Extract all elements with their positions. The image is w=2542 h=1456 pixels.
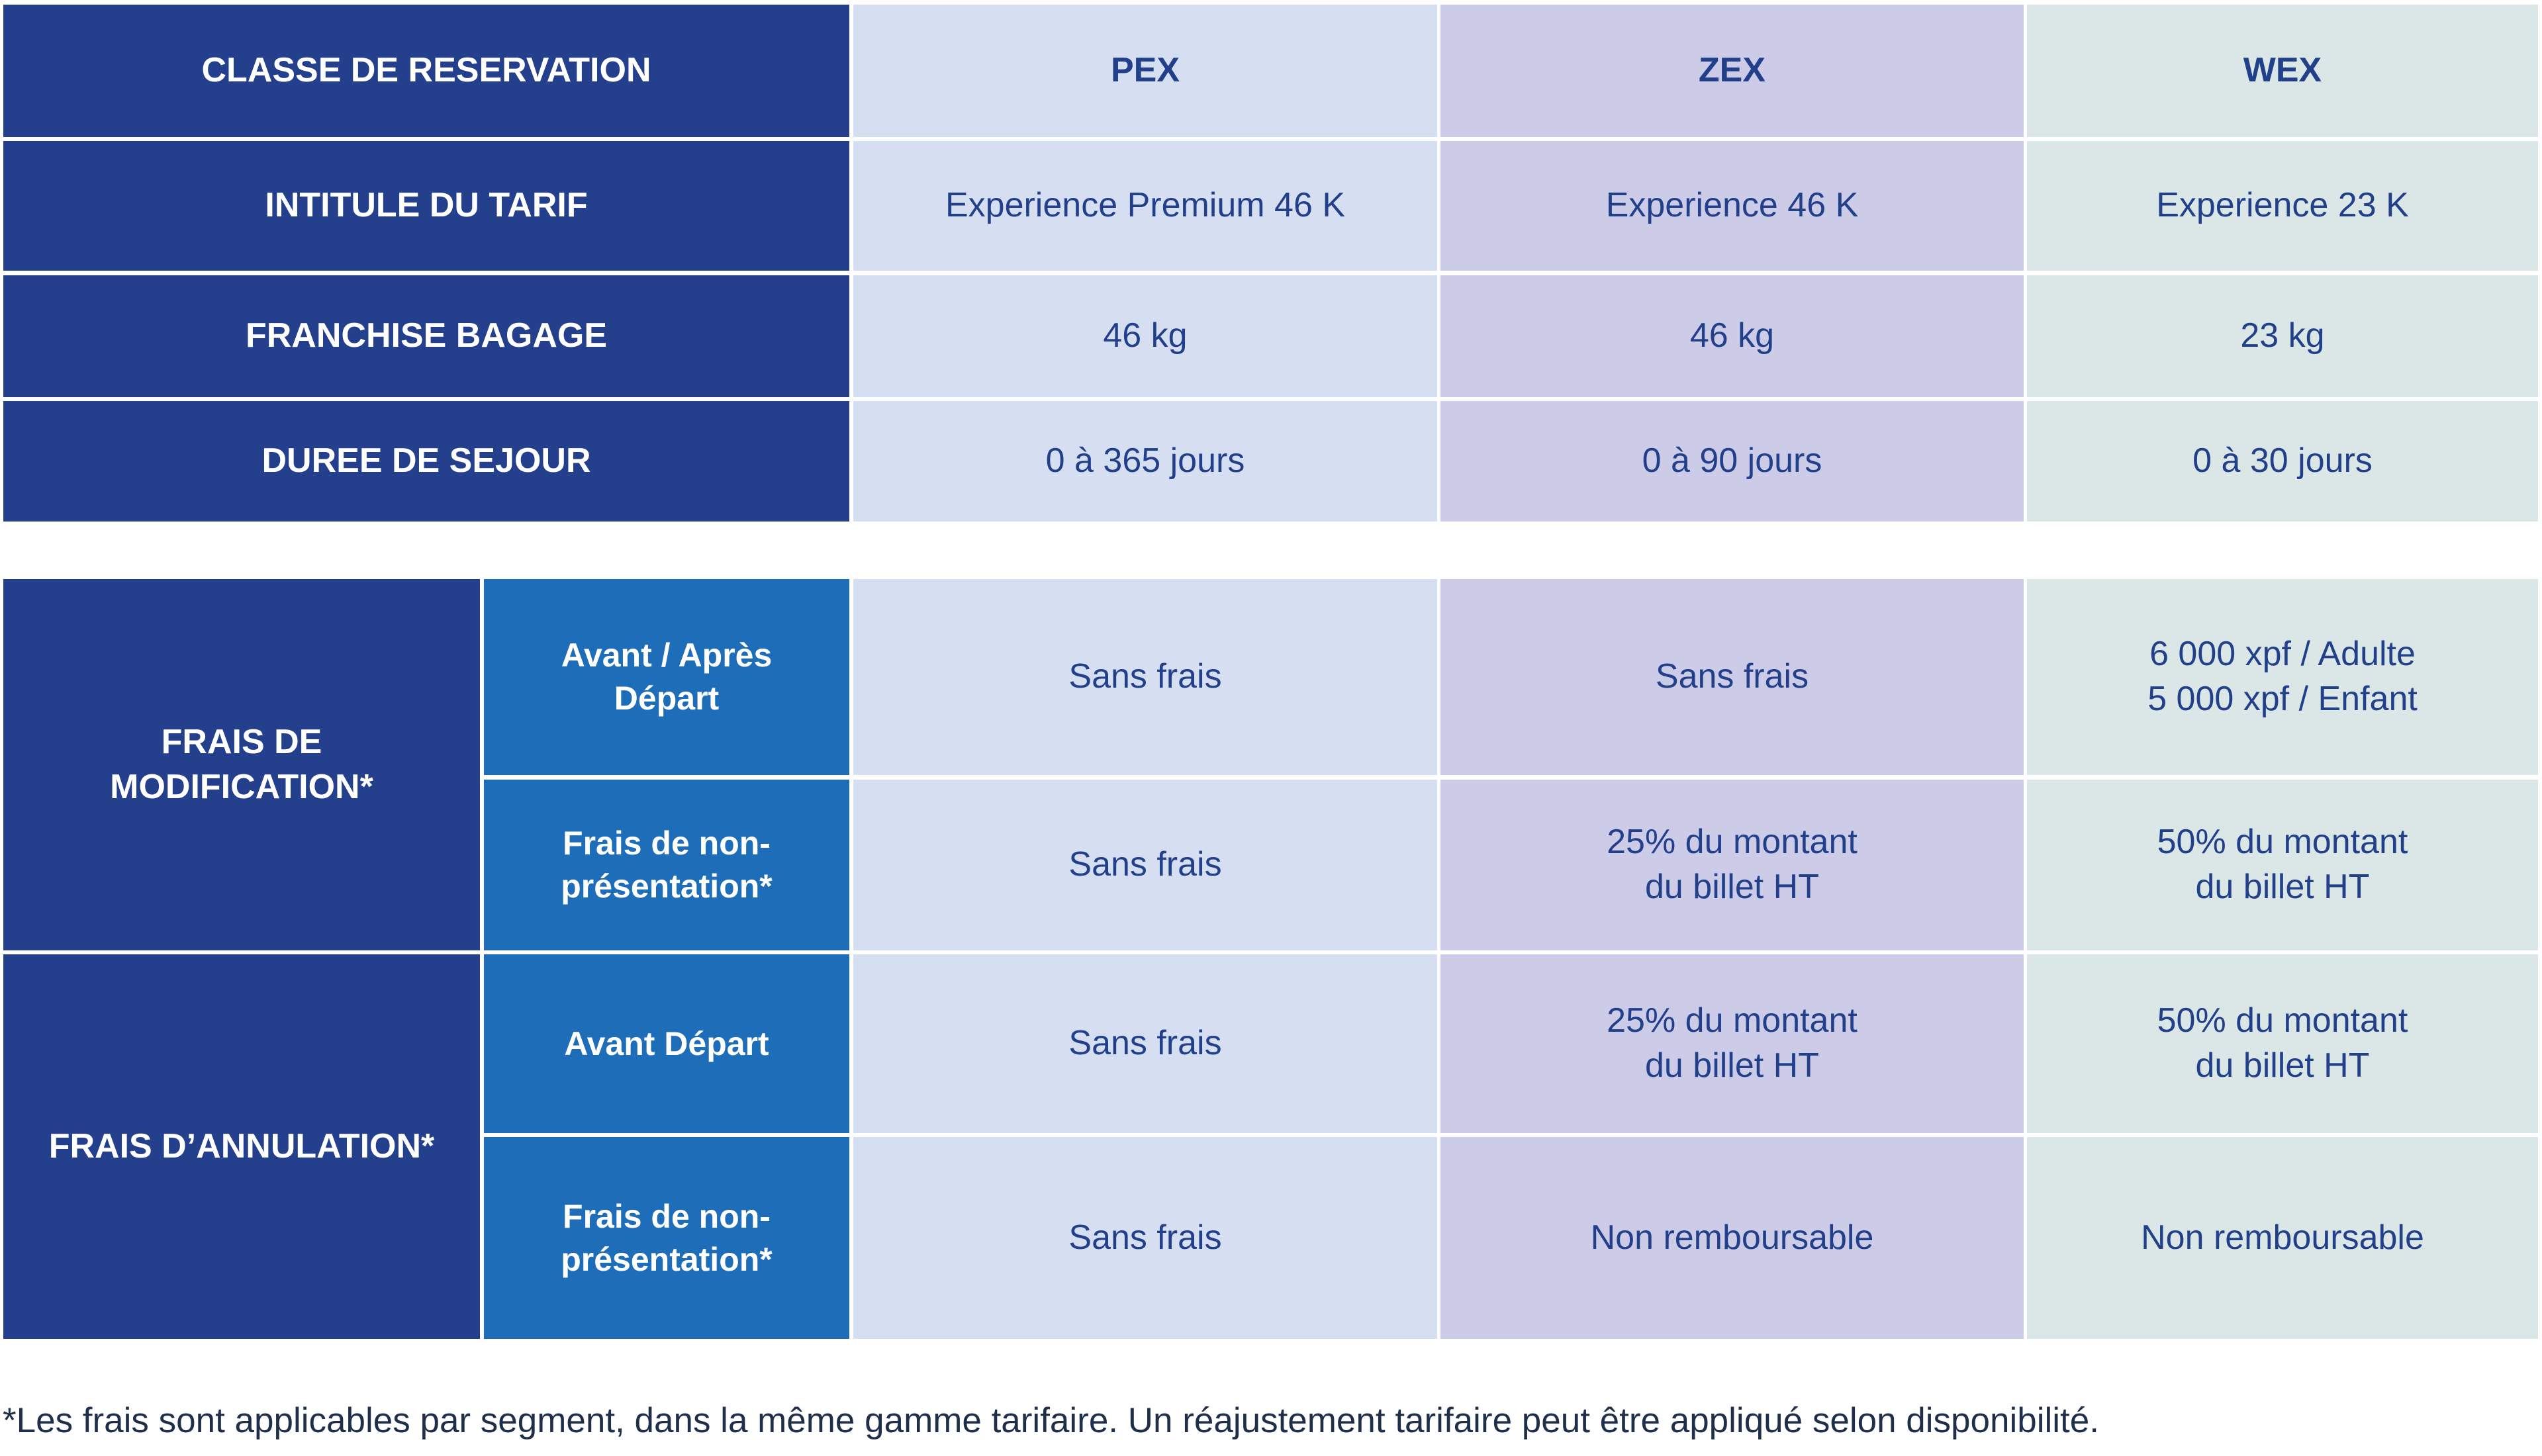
pex-value: 0 à 365 jours — [1045, 441, 1245, 480]
pex-cell: Sans frais — [853, 579, 1437, 775]
pex-cell: Sans frais — [853, 1137, 1437, 1339]
sub-label-cell: Frais de non- présentation* — [484, 780, 849, 950]
zex-cell: Sans frais — [1440, 579, 2024, 775]
sub-label: Avant Départ — [564, 1024, 769, 1062]
zex-cell: Experience 46 K — [1440, 141, 2024, 271]
row-label: DUREE DE SEJOUR — [261, 441, 591, 480]
wex-cell: Experience 23 K — [2027, 141, 2538, 271]
row-label: FRANCHISE BAGAGE — [245, 316, 608, 355]
wex-value: 23 kg — [2240, 316, 2325, 355]
zex-value: 25% du montant du billet HT — [1607, 1001, 1858, 1085]
header-wex-cell: WEX — [2027, 5, 2538, 137]
header-wex: WEX — [2243, 51, 2322, 90]
zex-cell: Non remboursable — [1440, 1137, 2024, 1339]
wex-cell: 6 000 xpf / Adulte 5 000 xpf / Enfant — [2027, 579, 2538, 775]
wex-value: Experience 23 K — [2156, 186, 2409, 225]
sub-label: Avant / Après Départ — [561, 637, 773, 717]
zex-cell: 25% du montant du billet HT — [1440, 954, 2024, 1133]
sub-label-cell: Avant / Après Départ — [484, 579, 849, 775]
row-label-cell: INTITULE DU TARIF — [3, 141, 849, 271]
pex-value: Experience Premium 46 K — [945, 186, 1346, 225]
wex-cell: 50% du montant du billet HT — [2027, 954, 2538, 1133]
modification-fees-label-cell: FRAIS DE MODIFICATION* — [3, 579, 480, 950]
wex-cell: 50% du montant du billet HT — [2027, 780, 2538, 950]
pex-value: Sans frais — [1068, 1218, 1222, 1257]
header-pex: PEX — [1110, 51, 1180, 90]
modification-fees-label: FRAIS DE MODIFICATION* — [110, 722, 373, 806]
wex-cell: 23 kg — [2027, 275, 2538, 397]
pex-value: Sans frais — [1068, 845, 1222, 884]
zex-value: Sans frais — [1655, 657, 1809, 696]
sub-label-cell: Avant Départ — [484, 954, 849, 1133]
header-zex-cell: ZEX — [1440, 5, 2024, 137]
row-label-cell: DUREE DE SEJOUR — [3, 401, 849, 522]
header-label-cell: CLASSE DE RESERVATION — [3, 5, 849, 137]
wex-value: 50% du montant du billet HT — [2157, 1001, 2408, 1085]
zex-value: Non remboursable — [1590, 1218, 1874, 1257]
pex-cell: 46 kg — [853, 275, 1437, 397]
sub-label-cell: Frais de non- présentation* — [484, 1137, 849, 1339]
pex-cell: 0 à 365 jours — [853, 401, 1437, 522]
header-pex-cell: PEX — [853, 5, 1437, 137]
wex-value: Non remboursable — [2141, 1218, 2424, 1257]
zex-value: Experience 46 K — [1605, 186, 1859, 225]
sub-label: Frais de non- présentation* — [561, 825, 773, 905]
footnote: *Les frais sont applicables par segment,… — [3, 1401, 2099, 1440]
sub-label: Frais de non- présentation* — [561, 1197, 773, 1278]
pex-value: Sans frais — [1068, 657, 1222, 696]
wex-value: 6 000 xpf / Adulte 5 000 xpf / Enfant — [2147, 635, 2418, 718]
zex-cell: 0 à 90 jours — [1440, 401, 2024, 522]
pex-cell: Experience Premium 46 K — [853, 141, 1437, 271]
zex-value: 46 kg — [1689, 316, 1775, 355]
row-label-cell: FRANCHISE BAGAGE — [3, 275, 849, 397]
header-zex: ZEX — [1698, 51, 1766, 90]
wex-value: 50% du montant du billet HT — [2157, 823, 2408, 906]
wex-cell: 0 à 30 jours — [2027, 401, 2538, 522]
zex-value: 0 à 90 jours — [1642, 441, 1822, 480]
cancellation-fees-label: FRAIS D’ANNULATION* — [48, 1126, 435, 1165]
pex-cell: Sans frais — [853, 954, 1437, 1133]
pex-value: 46 kg — [1103, 316, 1188, 355]
header-label: CLASSE DE RESERVATION — [201, 51, 651, 90]
zex-value: 25% du montant du billet HT — [1607, 823, 1858, 906]
row-label: INTITULE DU TARIF — [265, 186, 588, 225]
zex-cell: 46 kg — [1440, 275, 2024, 397]
pex-value: Sans frais — [1068, 1024, 1222, 1063]
wex-value: 0 à 30 jours — [2192, 441, 2373, 480]
pex-cell: Sans frais — [853, 780, 1437, 950]
wex-cell: Non remboursable — [2027, 1137, 2538, 1339]
cancellation-fees-label-cell: FRAIS D’ANNULATION* — [3, 954, 480, 1339]
zex-cell: 25% du montant du billet HT — [1440, 780, 2024, 950]
